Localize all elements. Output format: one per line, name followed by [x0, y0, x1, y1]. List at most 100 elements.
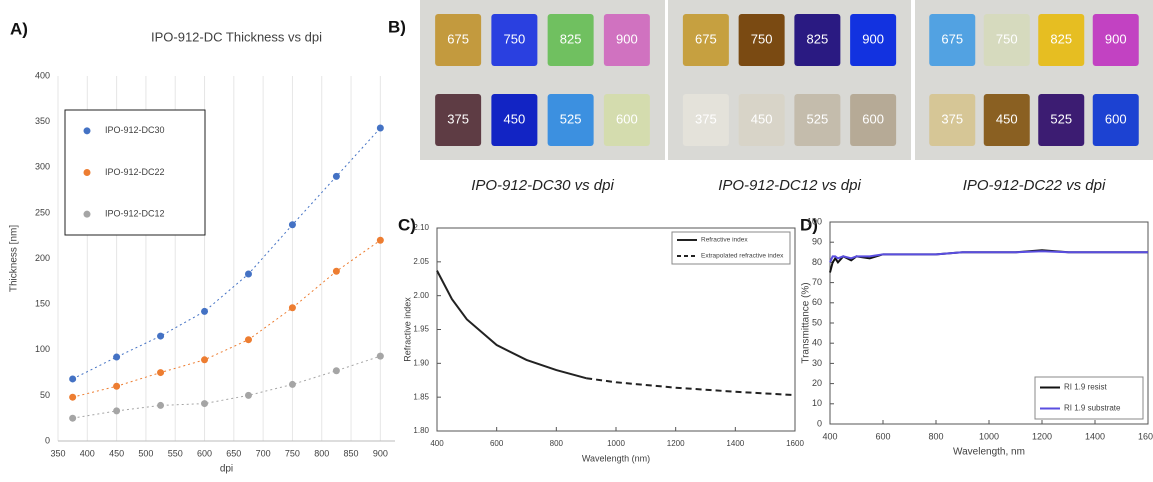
y-tick-label: 0 [817, 418, 822, 428]
sample-swatch [850, 94, 897, 146]
plot-frame [436, 227, 796, 432]
photo-caption: IPO-912-DC12 vs dpi [718, 177, 861, 194]
data-point [244, 270, 252, 278]
swatch-label: 675 [941, 31, 963, 46]
x-axis-label: Wavelength, nm [953, 447, 1025, 458]
data-point [201, 307, 209, 315]
x-axis-label: dpi [220, 464, 233, 475]
swatch-label: 900 [862, 31, 884, 46]
y-axis-label: Refractive index [402, 297, 412, 362]
sample-swatch [929, 14, 976, 66]
y-tick-label: 30 [812, 358, 822, 368]
x-tick-label: 1200 [1032, 431, 1052, 441]
y-tick-label: 60 [812, 297, 822, 307]
legend-marker [83, 127, 91, 135]
swatch-label: 825 [1050, 31, 1072, 46]
sample-swatch [1092, 14, 1139, 66]
x-tick-label: 400 [822, 431, 837, 441]
y-axis-label: Transmittance (%) [801, 282, 812, 363]
y-axis-label: Thickness [nm] [9, 225, 20, 292]
sample-swatch [682, 94, 729, 146]
y-tick-label: 200 [35, 253, 50, 263]
sample-swatch [491, 94, 538, 146]
plot-frame [829, 221, 1149, 425]
legend-label: RI 1.9 resist [1064, 383, 1107, 392]
x-tick-label: 1600 [786, 439, 804, 448]
sample-swatch [603, 94, 650, 146]
data-line [586, 377, 796, 397]
x-tick-label: 800 [550, 439, 564, 448]
data-point [376, 352, 384, 360]
y-tick-label: 400 [35, 70, 50, 80]
sample-swatch [435, 94, 482, 146]
data-line [829, 249, 1148, 273]
photo-caption: IPO-912-DC22 vs dpi [963, 177, 1106, 194]
x-tick-label: 1200 [667, 439, 685, 448]
x-tick-label: 650 [226, 448, 241, 458]
sample-swatch [929, 94, 976, 146]
swatch-label: 900 [1105, 31, 1127, 46]
sample-swatch [547, 94, 594, 146]
y-tick-label: 350 [35, 116, 50, 126]
swatch-label: 600 [1105, 111, 1127, 126]
sample-swatch [1038, 94, 1085, 146]
y-tick-label: 100 [807, 216, 822, 226]
x-tick-label: 600 [197, 448, 212, 458]
data-point [157, 401, 165, 409]
y-tick-label: 20 [812, 378, 822, 388]
x-tick-label: 800 [928, 431, 943, 441]
sample-swatch [850, 14, 897, 66]
legend-label: IPO-912-DC30 [105, 125, 165, 135]
x-tick-label: 350 [50, 448, 65, 458]
data-point [201, 356, 209, 364]
x-tick-label: 850 [344, 448, 359, 458]
sample-swatch [1038, 14, 1085, 66]
data-point [157, 369, 165, 377]
x-tick-label: 450 [109, 448, 124, 458]
swatch-label: 450 [996, 111, 1018, 126]
y-tick-label: 2.10 [413, 223, 429, 232]
y-tick-label: 300 [35, 162, 50, 172]
x-axis-label: Wavelength (nm) [582, 453, 650, 463]
sample-swatch [603, 14, 650, 66]
y-tick-label: 1.90 [413, 358, 429, 367]
x-tick-label: 750 [285, 448, 300, 458]
sample-swatch [738, 94, 785, 146]
panel-label: C) [398, 215, 416, 234]
swatch-label: 525 [1050, 111, 1072, 126]
trend-line [72, 355, 381, 419]
swatch-label: 450 [751, 111, 773, 126]
x-tick-label: 600 [875, 431, 890, 441]
data-line [436, 270, 587, 380]
y-tick-label: 80 [812, 257, 822, 267]
legend-marker [83, 169, 91, 176]
panel-label: D) [800, 215, 818, 234]
swatch-label: 825 [560, 31, 582, 46]
x-tick-label: 400 [80, 448, 95, 458]
photo-caption: IPO-912-DC30 vs dpi [471, 177, 614, 194]
data-point [288, 304, 296, 312]
panel-label: B) [388, 17, 406, 36]
sample-swatch [682, 14, 729, 66]
sample-swatch [1092, 94, 1139, 146]
swatch-label: 375 [695, 111, 717, 126]
x-tick-label: 1000 [979, 431, 999, 441]
x-tick-label: 550 [168, 448, 183, 458]
data-line [829, 250, 1148, 263]
data-point [288, 221, 296, 229]
swatch-label: 900 [616, 31, 638, 46]
y-tick-label: 100 [35, 344, 50, 354]
x-tick-label: 700 [256, 448, 271, 458]
data-point [332, 267, 340, 275]
swatch-label: 750 [996, 31, 1018, 46]
sample-swatch [794, 94, 841, 146]
data-point [376, 236, 384, 244]
x-tick-label: 1400 [726, 439, 744, 448]
y-tick-label: 2.05 [413, 257, 429, 266]
y-tick-label: 0 [45, 435, 50, 445]
data-point [113, 407, 121, 415]
y-tick-label: 70 [812, 277, 822, 287]
y-tick-label: 90 [812, 237, 822, 247]
data-point [69, 393, 77, 401]
